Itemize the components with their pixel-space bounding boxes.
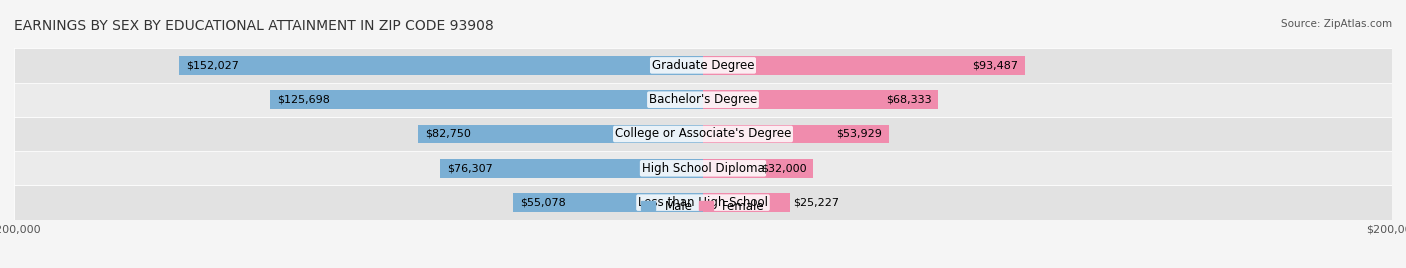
Text: Graduate Degree: Graduate Degree bbox=[652, 59, 754, 72]
Text: $93,487: $93,487 bbox=[972, 60, 1018, 70]
Bar bbox=[14, 83, 1392, 117]
Bar bbox=[14, 117, 1392, 151]
Text: EARNINGS BY SEX BY EDUCATIONAL ATTAINMENT IN ZIP CODE 93908: EARNINGS BY SEX BY EDUCATIONAL ATTAINMEN… bbox=[14, 19, 494, 33]
Text: $32,000: $32,000 bbox=[761, 163, 807, 173]
Text: High School Diploma: High School Diploma bbox=[641, 162, 765, 175]
Bar bbox=[440, 159, 703, 178]
Text: $25,227: $25,227 bbox=[793, 198, 839, 208]
Legend: Male, Female: Male, Female bbox=[637, 195, 769, 217]
Text: $53,929: $53,929 bbox=[837, 129, 882, 139]
Text: Source: ZipAtlas.com: Source: ZipAtlas.com bbox=[1281, 19, 1392, 29]
Text: Bachelor's Degree: Bachelor's Degree bbox=[650, 93, 756, 106]
Bar bbox=[418, 125, 703, 143]
Text: $68,333: $68,333 bbox=[886, 95, 932, 105]
Bar bbox=[703, 125, 889, 143]
Bar bbox=[703, 90, 938, 109]
Bar bbox=[703, 193, 790, 212]
Bar bbox=[270, 90, 703, 109]
Text: $76,307: $76,307 bbox=[447, 163, 492, 173]
Text: Less than High School: Less than High School bbox=[638, 196, 768, 209]
Bar bbox=[180, 56, 703, 75]
Text: $55,078: $55,078 bbox=[520, 198, 565, 208]
Bar bbox=[513, 193, 703, 212]
Text: $125,698: $125,698 bbox=[277, 95, 330, 105]
Bar bbox=[703, 56, 1025, 75]
Bar bbox=[703, 159, 813, 178]
Text: $82,750: $82,750 bbox=[425, 129, 471, 139]
Bar bbox=[14, 151, 1392, 185]
Text: College or Associate's Degree: College or Associate's Degree bbox=[614, 128, 792, 140]
Bar bbox=[14, 48, 1392, 83]
Text: $152,027: $152,027 bbox=[186, 60, 239, 70]
Bar bbox=[14, 185, 1392, 220]
